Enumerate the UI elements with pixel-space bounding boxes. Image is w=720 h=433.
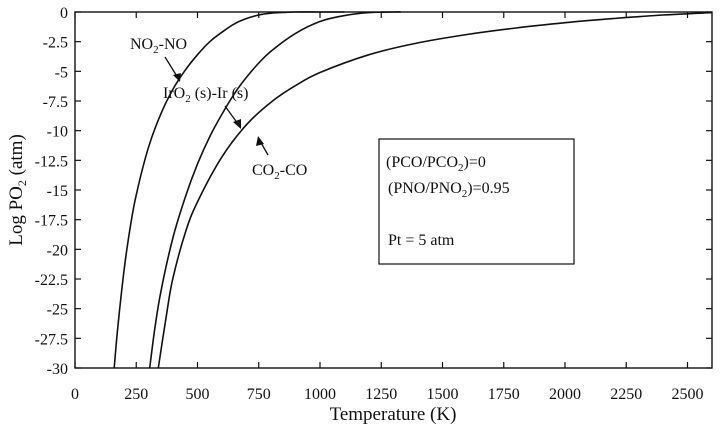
arrowhead-no2-no — [173, 73, 181, 82]
y-tick-labels: 0 -2.5 -5 -7.5 -10 -12.5 -15 -17.5 -20 -22.5 -25 -2… — [35, 5, 68, 378]
y-tick-label: -20 — [47, 242, 68, 259]
label-iro2-ir: IrO2 (s)-Ir (s) — [163, 85, 248, 105]
x-axis-title: Temperature (K) — [330, 404, 457, 425]
x-tick-label: 250 — [124, 386, 148, 403]
y-axis-title: Log PO2 (atm) — [6, 134, 29, 246]
series-line-no2-no — [113, 11, 345, 369]
y-tick-label: -25 — [47, 302, 68, 319]
x-tick-labels: 0 250 500 750 1000 1250 1500 1750 2000 2250 2500 — [71, 386, 704, 403]
x-tick-label: 500 — [186, 386, 210, 403]
series-line-iro2-s-ir-s — [148, 11, 401, 369]
x-tick-label: 1500 — [427, 386, 459, 403]
condition-pt: Pt = 5 atm — [388, 232, 455, 249]
y-tick-label: -17.5 — [35, 213, 68, 230]
y-tick-label: -27.5 — [35, 331, 68, 348]
plot-frame — [74, 11, 713, 369]
y-tick-label: -5 — [55, 64, 68, 81]
x-tick-label: 2000 — [549, 386, 581, 403]
y-tick-label: -10 — [47, 124, 68, 141]
x-tick-label: 750 — [247, 386, 271, 403]
y-tick-label: -12.5 — [35, 153, 68, 170]
condition-pco: (PCO/PCO2)=0 — [386, 154, 486, 174]
series-line-co2-co — [157, 11, 713, 369]
label-no2-no: NO2-NO — [130, 36, 187, 56]
y-tick-label: -7.5 — [43, 94, 68, 111]
y-tick-label: -30 — [47, 361, 68, 378]
x-tick-label: 1000 — [304, 386, 336, 403]
x-tick-label: 0 — [71, 386, 79, 403]
arrowhead-iro2-ir — [233, 119, 241, 129]
y-tick-label: 0 — [60, 5, 68, 22]
y-tick-label: -22.5 — [35, 272, 68, 289]
label-co2-co: CO2-CO — [252, 162, 307, 182]
y-tick-label: -2.5 — [43, 35, 68, 52]
x-tick-label: 2250 — [610, 386, 642, 403]
y-tick-label: -15 — [47, 183, 68, 200]
conditions-box — [378, 138, 575, 265]
arrowhead-co2-co — [256, 136, 264, 146]
x-tick-label: 2500 — [672, 386, 704, 403]
x-tick-label: 1250 — [365, 386, 397, 403]
x-tick-label: 1750 — [488, 386, 520, 403]
condition-pno: (PNO/PNO2)=0.95 — [388, 180, 510, 200]
